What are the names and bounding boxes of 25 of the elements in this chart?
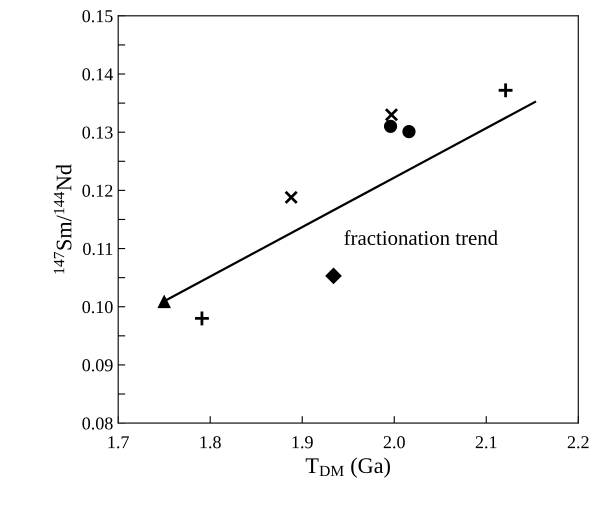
x-tick-label: 2.2 — [568, 436, 589, 448]
x-tick-label: 1.7 — [108, 436, 129, 448]
y-tick-label: 0.15 — [82, 10, 113, 22]
point — [284, 190, 298, 204]
y-axis-title: $^{147}$Sm/$^{144}$Nd — [54, 164, 72, 274]
y-tick-label: 0.13 — [82, 126, 113, 139]
x-tick-label: 2.0 — [384, 436, 405, 448]
point — [158, 294, 171, 308]
y-tick-label: 0.10 — [82, 301, 113, 314]
y-tick-label: 0.11 — [83, 242, 112, 256]
point — [402, 125, 416, 138]
y-tick-label: 0.08 — [82, 417, 113, 430]
point — [194, 310, 210, 327]
point — [384, 120, 398, 133]
y-tick-label: 0.09 — [82, 359, 113, 372]
point — [384, 108, 398, 122]
x-tick-label: 1.8 — [200, 436, 221, 448]
x-tick-label: 2.1 — [476, 436, 496, 448]
y-tick-label: 0.12 — [82, 184, 112, 197]
y-tick-label: 0.14 — [82, 68, 114, 81]
x-axis-title: T$_{DM}$ (Ga) — [306, 458, 390, 478]
point — [497, 82, 514, 99]
annotation: fractionation trend — [344, 230, 498, 246]
point — [325, 268, 342, 284]
x-tick-label: 1.9 — [292, 436, 313, 448]
